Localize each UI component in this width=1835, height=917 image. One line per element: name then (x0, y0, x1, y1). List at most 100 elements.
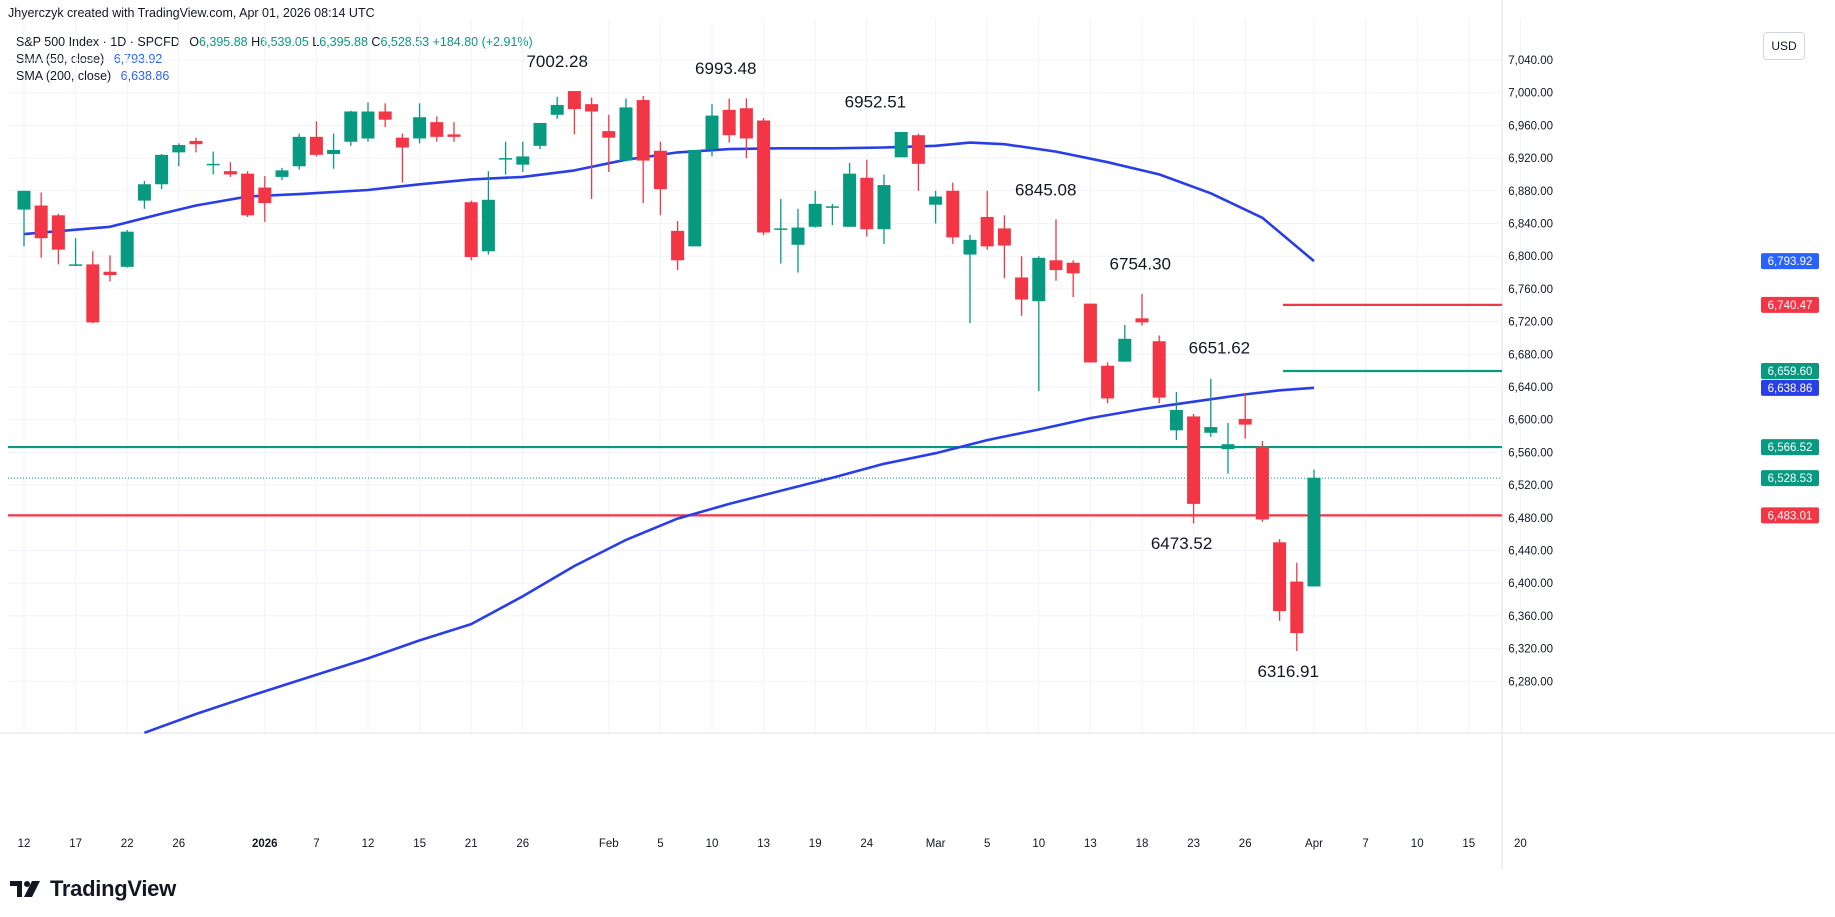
y-tick-label: 6,360.00 (1508, 611, 1553, 623)
price-tag-bg (1761, 439, 1819, 456)
candle (980, 190, 994, 250)
price-tag: 6,528.53 (1761, 470, 1819, 487)
candle-body (275, 170, 289, 177)
price-annotation: 6316.91 (1257, 662, 1318, 681)
price-tag-label: 6,638.86 (1768, 383, 1813, 395)
y-tick-label: 6,760.00 (1508, 284, 1553, 296)
y-tick-label: 6,640.00 (1508, 382, 1553, 394)
sma200-label: SMA (200, close) (16, 69, 112, 83)
legend-sma50-row[interactable]: SMA (50, close) 6,793.92 (16, 51, 533, 68)
candle-body (619, 107, 633, 161)
change-value: +184.80 (+2.91%) (432, 35, 533, 49)
candle-body (1221, 444, 1235, 450)
candle (69, 238, 83, 267)
price-tag-bg (1761, 507, 1819, 524)
candle (1135, 293, 1149, 326)
chart-legend: S&P 500 Index · 1D · SPCFD O6,395.88 H6,… (16, 34, 533, 85)
x-tick-label: 7 (313, 838, 319, 850)
x-tick-label: 10 (1032, 838, 1045, 850)
legend-symbol-row: S&P 500 Index · 1D · SPCFD O6,395.88 H6,… (16, 34, 533, 51)
candle (705, 104, 719, 157)
candle-body (1118, 338, 1132, 362)
y-tick-label: 6,800.00 (1508, 251, 1553, 263)
currency-selector[interactable]: USD (1763, 32, 1805, 60)
chart-caption: Jhyerczyk created with TradingView.com, … (8, 6, 375, 20)
candle-body (1204, 427, 1218, 433)
candle (929, 190, 943, 224)
candle-body (1273, 542, 1287, 611)
x-tick-label: 26 (172, 838, 185, 850)
candle (567, 91, 581, 135)
candle-body (705, 115, 719, 150)
candle-body (395, 137, 409, 148)
candle (464, 200, 478, 261)
candle-body (1307, 477, 1321, 587)
price-tag-bg (1761, 253, 1819, 270)
candle-body (808, 203, 822, 227)
candle-body (585, 104, 599, 112)
candle (636, 95, 650, 204)
candle-body (499, 158, 513, 160)
price-tag-label: 6,566.52 (1768, 442, 1813, 454)
candle-body (980, 216, 994, 247)
candle-body (69, 264, 83, 266)
candle (86, 251, 100, 324)
candle-body (688, 149, 702, 247)
price-tag-bg (1761, 379, 1819, 396)
x-tick-label: 10 (1411, 838, 1424, 850)
candle-body (223, 171, 237, 175)
candle (189, 137, 203, 153)
x-tick-label: 20 (1514, 838, 1527, 850)
x-tick-label: 26 (516, 838, 529, 850)
candle (430, 116, 444, 142)
candle-body (155, 154, 169, 185)
symbol-name[interactable]: S&P 500 Index · 1D · SPCFD (16, 35, 180, 49)
legend-sma200-row[interactable]: SMA (200, close) 6,638.86 (16, 68, 533, 85)
y-tick-label: 6,520.00 (1508, 480, 1553, 492)
candle-body (929, 196, 943, 205)
candle (275, 167, 289, 181)
price-annotation: 6651.62 (1189, 339, 1250, 358)
x-tick-label: 26 (1239, 838, 1252, 850)
close-label: C (371, 35, 381, 49)
candle (1221, 422, 1235, 474)
candle (791, 208, 805, 273)
y-tick-label: 6,920.00 (1508, 153, 1553, 165)
candle-body (567, 91, 581, 110)
candle-body (825, 206, 839, 208)
candle-body (464, 202, 478, 258)
price-annotation: 6952.51 (845, 93, 906, 112)
candle (877, 174, 891, 244)
x-tick-label: 12 (18, 838, 31, 850)
candle (1273, 539, 1287, 621)
y-tick-label: 6,600.00 (1508, 415, 1553, 427)
candle (1204, 378, 1218, 437)
candle (172, 143, 186, 167)
candle (774, 198, 788, 264)
candle-body (292, 136, 306, 167)
price-tag: 6,483.01 (1761, 507, 1819, 524)
price-tag-label: 6,528.53 (1768, 473, 1813, 485)
x-tick-label: 13 (757, 838, 770, 850)
price-annotation: 6473.52 (1151, 534, 1212, 553)
candle-body (1169, 409, 1183, 431)
candle-body (241, 173, 255, 216)
candle-body (1032, 257, 1046, 302)
x-tick-label: 18 (1136, 838, 1149, 850)
candle (155, 154, 169, 190)
tradingview-logo[interactable]: TradingView (10, 876, 176, 902)
candle-body (120, 231, 134, 267)
candle-body (344, 111, 358, 142)
candle-body (653, 150, 667, 190)
candle (619, 98, 633, 162)
candle-body (877, 185, 891, 230)
sma50-label: SMA (50, close) (16, 52, 105, 66)
candle (946, 182, 960, 244)
candle (1015, 256, 1029, 316)
candle-body (1187, 416, 1201, 504)
candle-body (963, 239, 977, 255)
y-tick-label: 6,840.00 (1508, 219, 1553, 231)
x-tick-label: 2026 (252, 838, 278, 850)
candle-body (1238, 418, 1252, 425)
price-chart[interactable]: 6,280.00 6,320.00 6,360.00 6,400.00 6,440.00… (0, 0, 1835, 870)
